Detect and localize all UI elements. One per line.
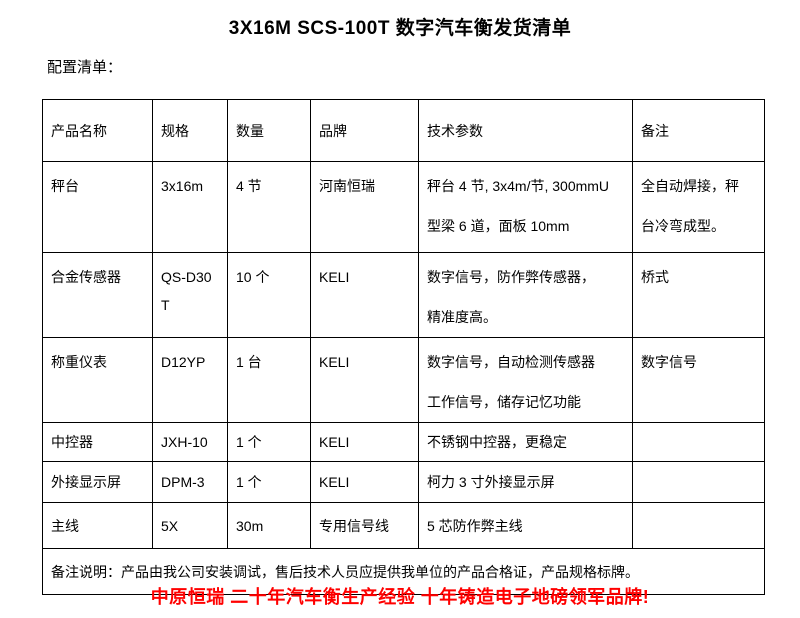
cell-product-name: 外接显示屏 xyxy=(42,461,153,503)
cell-brand: 河南恒瑞 xyxy=(310,161,419,253)
cell-spec: DPM-3 xyxy=(152,461,228,503)
table-row: 中控器 JXH-10 1 个 KELI 不锈钢中控器，更稳定 xyxy=(42,422,765,462)
cell-param: 数字信号，自动检测传感器 工作信号，储存记忆功能 xyxy=(418,337,633,423)
configuration-table: 产品名称 规格 数量 品牌 技术参数 备注 秤台 3x16m 4 节 河南恒瑞 … xyxy=(42,99,765,595)
table-row: 外接显示屏 DPM-3 1 个 KELI 柯力 3 寸外接显示屏 xyxy=(42,461,765,503)
cell-qty: 30m xyxy=(227,502,311,549)
cell-brand: KELI xyxy=(310,422,419,462)
column-header-name: 产品名称 xyxy=(42,99,153,162)
cell-brand: KELI xyxy=(310,252,419,338)
cell-brand: KELI xyxy=(310,461,419,503)
cell-product-name: 主线 xyxy=(42,502,153,549)
cell-param-line: 数字信号，自动检测传感器 xyxy=(427,354,595,370)
column-header-brand: 品牌 xyxy=(310,99,419,162)
cell-spec: QS-D30T xyxy=(152,252,228,338)
table-header-row: 产品名称 规格 数量 品牌 技术参数 备注 xyxy=(42,99,765,162)
configuration-list-label: 配置清单： xyxy=(47,59,123,76)
cell-remark: 桥式 xyxy=(632,252,765,338)
cell-qty: 4 节 xyxy=(227,161,311,253)
cell-product-name: 中控器 xyxy=(42,422,153,462)
cell-param-line: 工作信号，储存记忆功能 xyxy=(427,394,581,410)
cell-product-name: 合金传感器 xyxy=(42,252,153,338)
cell-remark xyxy=(632,461,765,503)
cell-spec: 3x16m xyxy=(152,161,228,253)
cell-param: 柯力 3 寸外接显示屏 xyxy=(418,461,633,503)
cell-product-name: 秤台 xyxy=(42,161,153,253)
cell-spec: 5X xyxy=(152,502,228,549)
table-note-row: 备注说明：产品由我公司安装调试，售后技术人员应提供我单位的产品合格证，产品规格标… xyxy=(42,548,765,595)
cell-remark-line: 全自动焊接，秤 xyxy=(641,178,739,194)
cell-qty: 1 台 xyxy=(227,337,311,423)
footer-slogan: 中原恒瑞 二十年汽车衡生产经验 十年铸造电子地磅领军品牌! xyxy=(150,587,650,607)
column-header-remark: 备注 xyxy=(632,99,765,162)
table-row: 秤台 3x16m 4 节 河南恒瑞 秤台 4 节, 3x4m/节, 300mmU… xyxy=(42,161,765,253)
cell-brand: KELI xyxy=(310,337,419,423)
column-header-qty: 数量 xyxy=(227,99,311,162)
cell-remark-line: 台冷弯成型。 xyxy=(641,218,725,234)
cell-param: 5 芯防作弊主线 xyxy=(418,502,633,549)
cell-brand: 专用信号线 xyxy=(310,502,419,549)
cell-param-line: 型梁 6 道，面板 10mm xyxy=(427,218,570,234)
cell-remark-line: 桥式 xyxy=(641,269,669,285)
cell-spec: JXH-10 xyxy=(152,422,228,462)
cell-spec: D12YP xyxy=(152,337,228,423)
table-row: 称重仪表 D12YP 1 台 KELI 数字信号，自动检测传感器 工作信号，储存… xyxy=(42,337,765,423)
cell-remark xyxy=(632,422,765,462)
table-row: 主线 5X 30m 专用信号线 5 芯防作弊主线 xyxy=(42,502,765,549)
cell-qty: 1 个 xyxy=(227,422,311,462)
cell-remark-line: 数字信号 xyxy=(641,354,697,370)
cell-product-name: 称重仪表 xyxy=(42,337,153,423)
cell-remark: 全自动焊接，秤 台冷弯成型。 xyxy=(632,161,765,253)
note-cell: 备注说明：产品由我公司安装调试，售后技术人员应提供我单位的产品合格证，产品规格标… xyxy=(42,548,765,595)
column-header-param: 技术参数 xyxy=(418,99,633,162)
cell-param: 秤台 4 节, 3x4m/节, 300mmU 型梁 6 道，面板 10mm xyxy=(418,161,633,253)
cell-param: 不锈钢中控器，更稳定 xyxy=(418,422,633,462)
cell-param-line: 秤台 4 节, 3x4m/节, 300mmU xyxy=(427,178,610,194)
cell-param-line: 数字信号，防作弊传感器， xyxy=(427,269,595,285)
cell-remark xyxy=(632,502,765,549)
cell-param-line: 精准度高。 xyxy=(427,309,497,325)
table-row: 合金传感器 QS-D30T 10 个 KELI 数字信号，防作弊传感器， 精准度… xyxy=(42,252,765,338)
cell-param: 数字信号，防作弊传感器， 精准度高。 xyxy=(418,252,633,338)
column-header-spec: 规格 xyxy=(152,99,228,162)
cell-qty: 10 个 xyxy=(227,252,311,338)
page-title: 3X16M SCS-100T 数字汽车衡发货清单 xyxy=(228,18,572,39)
cell-remark: 数字信号 xyxy=(632,337,765,423)
cell-qty: 1 个 xyxy=(227,461,311,503)
